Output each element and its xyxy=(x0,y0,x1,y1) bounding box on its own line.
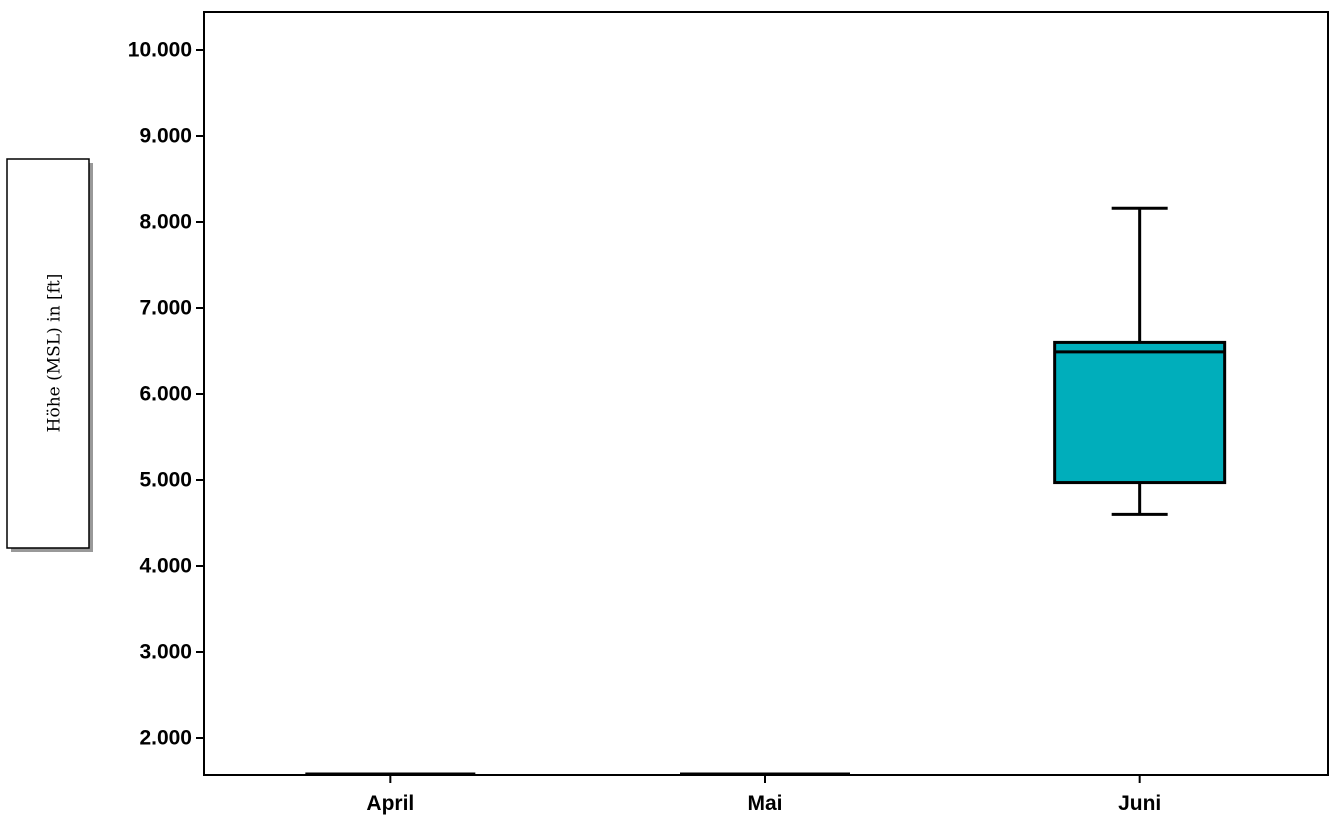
y-axis-ticks: 2.000 3.000 4.000 5.000 6.000 7.000 8.000 9.000… xyxy=(128,39,204,750)
boxes xyxy=(305,206,1227,775)
y-tick-label: 5.000 xyxy=(139,469,192,492)
ylabel-box: Höhe (MSL) in [ft] xyxy=(6,158,93,552)
y-tick-label: 4.000 xyxy=(139,555,192,578)
y-tick-label: 8.000 xyxy=(139,211,192,234)
x-axis-ticks: April Mai Juni xyxy=(366,775,1161,815)
y-axis-label: Höhe (MSL) in [ft] xyxy=(45,274,65,433)
x-tick-label: Mai xyxy=(747,792,782,815)
y-tick-label: 3.000 xyxy=(139,641,192,664)
ylabel-box-frame xyxy=(6,158,90,549)
y-tick-label: 10.000 xyxy=(128,39,192,62)
y-tick-label: 2.000 xyxy=(139,727,192,750)
y-tick-label: 6.000 xyxy=(139,383,192,406)
x-tick-label: April xyxy=(366,792,414,815)
y-tick-label: 7.000 xyxy=(139,297,192,320)
plot-frame xyxy=(203,11,1329,776)
y-tick-label: 9.000 xyxy=(139,125,192,148)
box-iqr-juni xyxy=(1053,340,1227,485)
x-tick-label: Juni xyxy=(1118,792,1161,815)
